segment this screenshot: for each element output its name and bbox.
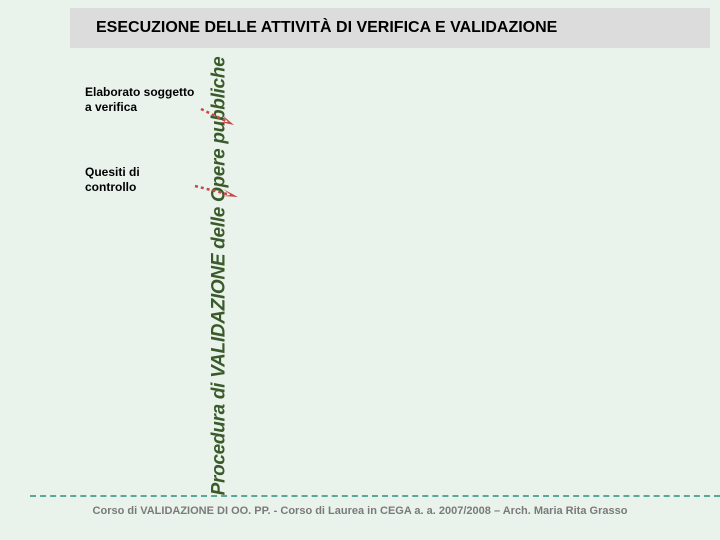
footer-text: Corso di VALIDAZIONE DI OO. PP. - Corso … bbox=[80, 504, 640, 518]
arrow-icon bbox=[198, 105, 248, 135]
slide: Procedura di VALIDAZIONE delle Opere pub… bbox=[0, 0, 720, 540]
label-elaborato-line2: a verifica bbox=[85, 100, 137, 114]
label-elaborato: Elaborato soggetto a verifica bbox=[85, 85, 194, 115]
label-quesiti-line2: controllo bbox=[85, 180, 136, 194]
content-area: Elaborato soggetto a verifica Quesiti di… bbox=[85, 70, 685, 500]
label-elaborato-line1: Elaborato soggetto bbox=[85, 85, 194, 99]
label-quesiti: Quesiti di controllo bbox=[85, 165, 140, 195]
label-quesiti-line1: Quesiti di bbox=[85, 165, 140, 179]
footer-divider bbox=[30, 495, 720, 497]
arrow-icon bbox=[193, 182, 253, 207]
title-text: ESECUZIONE DELLE ATTIVITÀ DI VERIFICA E … bbox=[96, 19, 557, 37]
title-bar: ESECUZIONE DELLE ATTIVITÀ DI VERIFICA E … bbox=[70, 8, 710, 48]
